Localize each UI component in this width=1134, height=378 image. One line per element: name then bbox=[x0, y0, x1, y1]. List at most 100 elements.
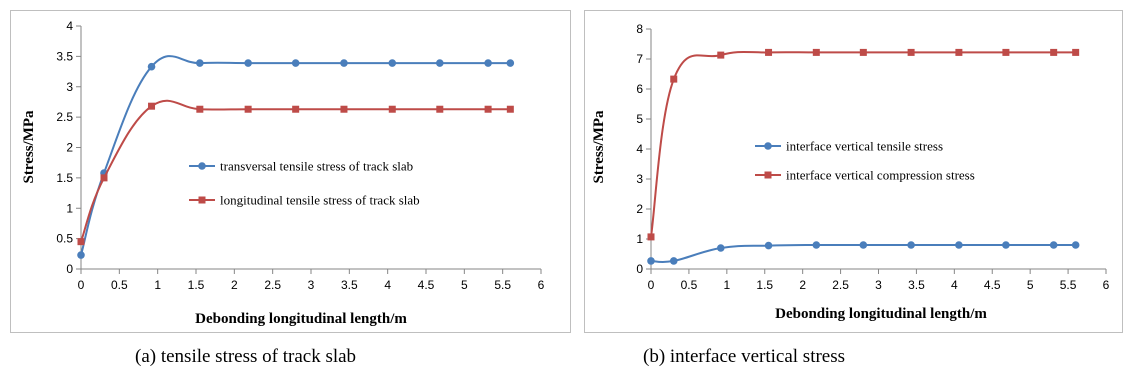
chart-a-data-point bbox=[484, 105, 492, 113]
chart-b-y-tick-label: 4 bbox=[636, 142, 643, 156]
chart-b-svg: 0 1 2 3 4 5 6 7 8 0 0.5 1 1.5 2 2.5 3 3.5 4 4.5 5 5.5 6 Debond… bbox=[591, 22, 1110, 322]
chart-b-y-tick-label: 7 bbox=[636, 52, 643, 66]
chart-a-x-tick-label: 2 bbox=[231, 278, 238, 292]
chart-a-data-point bbox=[340, 59, 348, 67]
chart-a-data-point bbox=[388, 59, 397, 67]
chart-b-x-tick-label: 4 bbox=[951, 278, 958, 292]
chart-b-data-point bbox=[669, 257, 678, 265]
chart-b-data-point bbox=[907, 241, 915, 249]
chart-b-x-tick-label: 2.5 bbox=[832, 278, 849, 292]
chart-b-x-tick-label: 6 bbox=[1103, 278, 1110, 292]
chart-b-x-axis-title: Debonding longitudinal length/m bbox=[775, 306, 987, 322]
chart-b-data-point bbox=[1072, 48, 1080, 56]
chart-a-svg: 0 0.5 1 1.5 2 2.5 3 3.5 4 0 0.5 1 1.5 2 2.5 3 3.5 4 4.5 5 5.… bbox=[21, 19, 545, 327]
chart-a-x-tick-label: 4 bbox=[384, 278, 391, 292]
chart-b-y-tick-label: 8 bbox=[636, 22, 643, 36]
chart-b-data-point bbox=[765, 48, 773, 56]
chart-b-data-point bbox=[955, 48, 963, 56]
chart-b-x-tick-label: 3 bbox=[875, 278, 882, 292]
chart-b-y-tick-label: 3 bbox=[636, 172, 643, 186]
chart-b-x-tick-label: 1 bbox=[723, 278, 730, 292]
chart-a-data-point bbox=[196, 105, 204, 113]
chart-a-data-point bbox=[244, 105, 252, 113]
chart-a-data-point bbox=[388, 105, 396, 113]
chart-a-x-tick-label: 0.5 bbox=[111, 278, 128, 292]
chart-a-y-tick-label: 1 bbox=[66, 201, 73, 215]
chart-b-data-point bbox=[764, 241, 773, 250]
chart-a-data-point bbox=[196, 59, 204, 67]
chart-a-legend-marker-1 bbox=[198, 196, 206, 204]
chart-a-legend-label-1: longitudinal tensile stress of track sla… bbox=[220, 193, 420, 208]
chart-a-x-tick-label: 2.5 bbox=[264, 278, 281, 292]
chart-a-data-point bbox=[292, 105, 300, 113]
chart-b-data-point bbox=[647, 257, 655, 265]
chart-b-y-tick-label: 0 bbox=[636, 262, 643, 276]
chart-a-series-line-0 bbox=[80, 55, 511, 256]
chart-a-data-point bbox=[77, 238, 85, 246]
chart-a-x-tick-label: 1 bbox=[154, 278, 161, 292]
chart-b-data-point bbox=[859, 241, 868, 249]
chart-a-y-tick-label: 4 bbox=[66, 19, 73, 33]
chart-b-data-point bbox=[907, 48, 915, 56]
chart-a-data-point bbox=[244, 59, 252, 67]
chart-a-x-tick-label: 3 bbox=[308, 278, 315, 292]
chart-a-y-tick-label: 1.5 bbox=[56, 171, 73, 185]
chart-a-x-tick-label: 0 bbox=[78, 278, 85, 292]
chart-b-legend-marker-1 bbox=[764, 171, 772, 179]
chart-a-data-point bbox=[291, 59, 300, 67]
chart-a-x-tick-label: 5 bbox=[461, 278, 468, 292]
chart-b-series-line-1 bbox=[650, 50, 1076, 238]
chart-b-legend-label-1: interface vertical compression stress bbox=[786, 168, 975, 183]
chart-a-x-tick-label: 6 bbox=[538, 278, 545, 292]
caption-b: (b) interface vertical stress bbox=[643, 346, 846, 367]
chart-b-data-point bbox=[1002, 241, 1010, 249]
chart-b-data-point bbox=[717, 51, 725, 59]
chart-a-x-tick-label: 1.5 bbox=[188, 278, 205, 292]
chart-b-x-tick-label: 0 bbox=[648, 278, 655, 292]
caption-a: (a) tensile stress of track slab bbox=[135, 346, 357, 367]
chart-a-data-point bbox=[77, 251, 85, 259]
chart-a-data-point bbox=[436, 105, 444, 113]
chart-a-data-point bbox=[148, 102, 156, 110]
chart-a-y-tick-label: 2.5 bbox=[56, 110, 73, 124]
chart-b-data-point bbox=[955, 241, 963, 249]
chart-b-y-tick-label: 6 bbox=[636, 82, 643, 96]
chart-a-x-axis-title: Debonding longitudinal length/m bbox=[195, 311, 407, 327]
chart-b-x-tick-label: 5 bbox=[1027, 278, 1034, 292]
chart-panel-a: 0 0.5 1 1.5 2 2.5 3 3.5 4 0 0.5 1 1.5 2 2.5 3 3.5 4 4.5 5 5.… bbox=[10, 10, 571, 333]
chart-a-y-tick-label: 2 bbox=[66, 141, 73, 155]
chart-b-data-point bbox=[1002, 48, 1010, 56]
chart-a-x-tick-label: 5.5 bbox=[494, 278, 511, 292]
chart-b-data-point bbox=[1049, 241, 1058, 249]
chart-b-y-axis-title: Stress/MPa bbox=[591, 110, 607, 184]
chart-a-y-tick-label: 3 bbox=[66, 80, 73, 94]
chart-a-y-tick-label: 3.5 bbox=[56, 49, 73, 63]
chart-a-legend-label-0: transversal tensile stress of track slab bbox=[220, 159, 413, 174]
chart-b-x-tick-label: 3.5 bbox=[908, 278, 925, 292]
chart-a-data-point bbox=[147, 62, 156, 71]
chart-a-legend-marker-0 bbox=[198, 162, 206, 170]
chart-b-x-tick-label: 0.5 bbox=[681, 278, 698, 292]
chart-a-data-point bbox=[506, 105, 514, 113]
chart-a-data-point bbox=[340, 105, 348, 113]
chart-b-data-point bbox=[1071, 241, 1080, 249]
chart-b-data-point bbox=[1050, 48, 1058, 56]
chart-a-data-point bbox=[506, 59, 515, 67]
chart-a-data-point bbox=[436, 59, 444, 67]
chart-a-y-tick-label: 0.5 bbox=[56, 232, 73, 246]
chart-b-y-tick-label: 5 bbox=[636, 112, 643, 126]
chart-a-y-axis-title: Stress/MPa bbox=[21, 110, 37, 184]
chart-b-data-point bbox=[670, 75, 678, 83]
chart-b-legend-label-0: interface vertical tensile stress bbox=[786, 139, 943, 154]
chart-a-x-tick-label: 4.5 bbox=[418, 278, 435, 292]
chart-b-x-tick-label: 2 bbox=[799, 278, 806, 292]
chart-b-data-point bbox=[859, 48, 867, 56]
chart-b-x-tick-label: 5.5 bbox=[1060, 278, 1077, 292]
chart-b-data-point bbox=[716, 244, 725, 252]
chart-b-y-tick-label: 2 bbox=[636, 202, 643, 216]
chart-panel-b: 0 1 2 3 4 5 6 7 8 0 0.5 1 1.5 2 2.5 3 3.5 4 4.5 5 5.5 6 Debond… bbox=[584, 10, 1123, 333]
chart-b-x-tick-label: 1.5 bbox=[756, 278, 773, 292]
chart-a-data-point bbox=[484, 59, 492, 67]
chart-b-data-point bbox=[812, 241, 821, 249]
chart-a-y-tick-label: 0 bbox=[66, 262, 73, 276]
